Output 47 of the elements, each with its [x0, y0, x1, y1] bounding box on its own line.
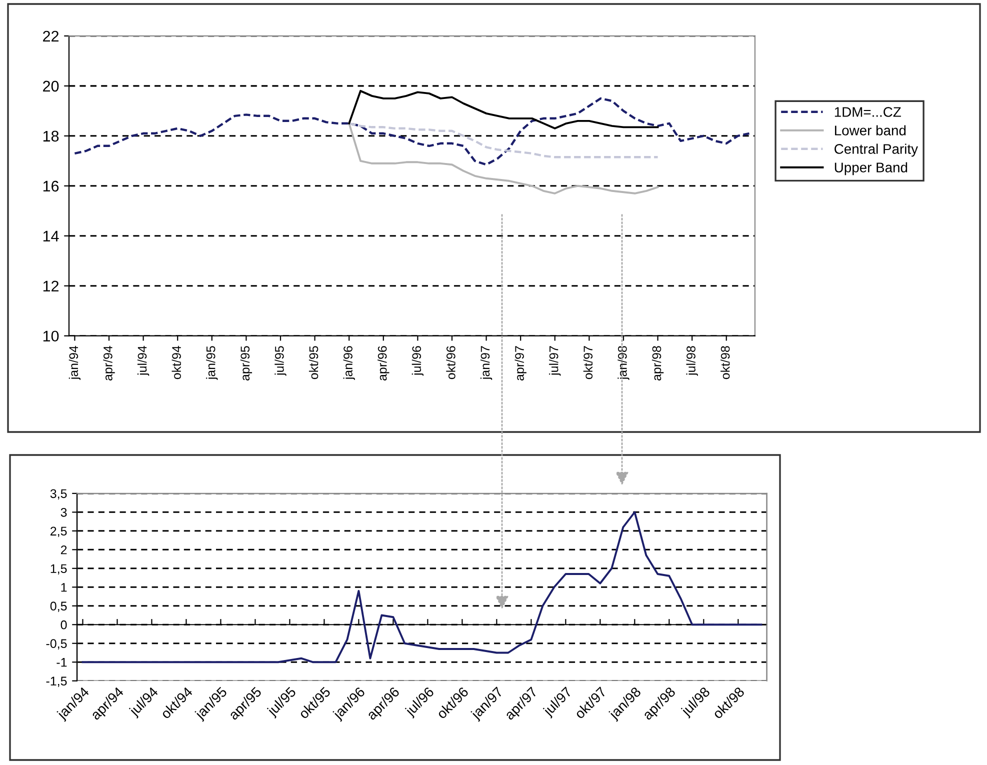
legend-label: 1DM=...CZ: [834, 107, 901, 117]
x-tick-label: jul/98: [686, 346, 698, 376]
x-tick-label: jul/97: [549, 346, 561, 376]
x-tick-label: jan/95: [206, 346, 218, 380]
y-tick-label: 20: [43, 80, 59, 92]
y-tick-label: 1,5: [50, 564, 67, 575]
y-tick-label: 0,5: [50, 602, 67, 612]
x-tick-label: apr/95: [240, 346, 252, 380]
x-tick-label: apr/94: [103, 346, 115, 380]
x-tick-label: jan/97: [480, 346, 492, 380]
x-tick-label: okt/97: [583, 346, 593, 380]
x-tick-label: jul/96: [412, 346, 424, 376]
x-tick-label: jan/98: [618, 346, 630, 380]
x-tick-label: jan/96: [343, 346, 355, 380]
y-tick-label: 3,5: [50, 489, 67, 500]
x-tick-label: okt/96: [446, 346, 456, 380]
x-tick-label: jul/94: [137, 346, 150, 376]
x-tick-label: apr/98: [652, 346, 664, 380]
x-tick-label: jul/95: [274, 346, 286, 376]
line-series: [82, 511, 762, 664]
y-tick-label: 14: [43, 230, 59, 242]
y-tick-label: 0: [60, 620, 67, 630]
y-tick-label: 16: [43, 180, 59, 192]
x-tick-label: apr/97: [514, 346, 526, 380]
line-series: [348, 122, 659, 194]
legend-label: Lower band: [835, 125, 906, 136]
y-tick-label: 22: [43, 30, 59, 42]
y-tick-label: 12: [43, 280, 59, 292]
x-tick-label: okt/95: [308, 346, 318, 380]
y-tick-label: -1: [56, 658, 67, 667]
y-tick-label: -1,5: [46, 676, 67, 687]
legend-label: Central Parity: [834, 144, 918, 157]
y-tick-label: 18: [43, 130, 59, 142]
line-series: [74, 97, 750, 166]
line-series: [348, 90, 659, 130]
x-tick-label: okt/94: [172, 346, 181, 380]
line-series: [348, 122, 659, 158]
y-tick-label: 10: [43, 330, 59, 342]
x-tick-label: jan/94: [68, 346, 81, 380]
y-tick-label: 1: [61, 583, 67, 592]
x-tick-label: apr/96: [378, 346, 390, 380]
y-tick-label: 2: [60, 545, 67, 554]
y-tick-label: -0,5: [46, 639, 67, 650]
x-tick-label: okt/98: [720, 346, 730, 380]
y-tick-label: 3: [60, 508, 67, 517]
legend-label: Upper Band: [834, 162, 908, 176]
y-tick-label: 2,5: [50, 526, 67, 538]
